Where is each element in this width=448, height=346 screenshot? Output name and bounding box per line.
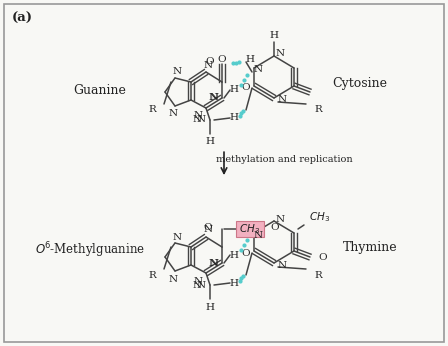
Text: O: O: [217, 55, 226, 64]
Text: N: N: [276, 49, 285, 58]
Text: R: R: [148, 271, 156, 280]
Text: H: H: [229, 113, 238, 122]
Text: N: N: [210, 258, 219, 267]
Text: $\it{O}$$^6$-Methylguanine: $\it{O}$$^6$-Methylguanine: [35, 240, 145, 260]
Text: H: H: [206, 137, 215, 146]
Text: N: N: [194, 276, 203, 285]
Text: R: R: [148, 106, 156, 115]
Text: O: O: [241, 83, 250, 92]
Text: Thymine: Thymine: [343, 242, 397, 255]
Text: O: O: [318, 253, 327, 262]
Text: H: H: [229, 85, 238, 94]
Text: N: N: [197, 116, 206, 125]
Text: $CH_3$: $CH_3$: [310, 210, 331, 224]
Text: O: O: [205, 57, 214, 66]
Text: Guanine: Guanine: [73, 83, 126, 97]
Text: N: N: [278, 95, 287, 104]
Text: R: R: [314, 271, 322, 280]
Text: N: N: [172, 67, 181, 76]
Text: N: N: [197, 281, 206, 290]
Text: H: H: [270, 31, 279, 40]
Text: N: N: [203, 61, 212, 70]
Text: N: N: [210, 93, 219, 102]
Text: H: H: [206, 302, 215, 311]
Text: N: N: [193, 281, 202, 290]
Text: N: N: [203, 226, 212, 235]
Text: N: N: [194, 111, 203, 120]
Bar: [236, 221, 264, 237]
Text: $CH_3$: $CH_3$: [239, 222, 261, 236]
Text: N: N: [209, 93, 218, 102]
Text: N: N: [168, 274, 177, 283]
Text: N: N: [276, 215, 285, 224]
Text: N: N: [172, 233, 181, 242]
Text: N: N: [193, 116, 202, 125]
Text: N: N: [168, 109, 177, 118]
Text: R: R: [314, 106, 322, 115]
Text: O: O: [203, 222, 212, 231]
Text: N: N: [254, 65, 263, 74]
Text: Cytosine: Cytosine: [332, 78, 388, 91]
Text: methylation and replication: methylation and replication: [215, 155, 352, 164]
Text: N: N: [278, 261, 287, 270]
Text: H: H: [229, 279, 238, 288]
Text: H: H: [229, 251, 238, 260]
Text: O: O: [241, 248, 250, 257]
Text: (a): (a): [12, 11, 33, 25]
Text: O: O: [270, 222, 279, 231]
Text: H: H: [245, 55, 254, 64]
Text: N: N: [209, 258, 218, 267]
Text: N: N: [254, 230, 263, 239]
